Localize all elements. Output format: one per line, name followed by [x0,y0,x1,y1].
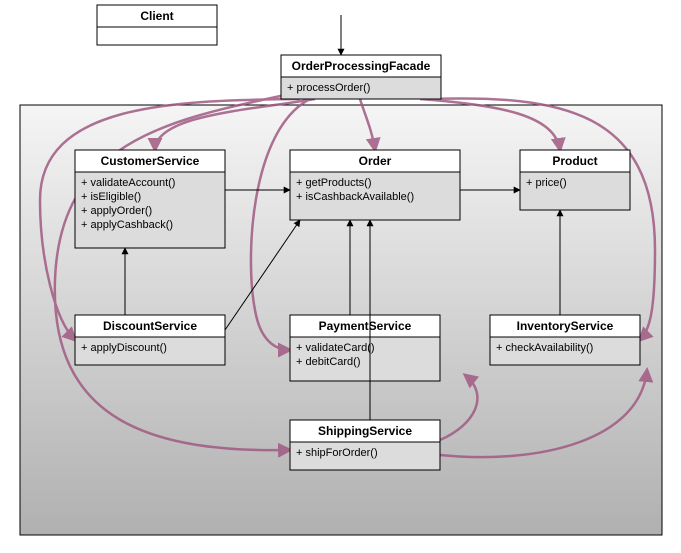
class-method: + isEligible() [81,191,141,203]
class-title: DiscountService [103,319,197,333]
class-method: + isCashbackAvailable() [296,191,414,203]
class-order: Order + getProducts() + isCashbackAvailabl… [290,150,460,220]
class-title: Client [140,9,173,23]
class-method: + validateAccount() [81,177,175,189]
class-title: ShippingService [318,424,412,438]
class-method: + debitCard() [296,356,361,368]
class-title: CustomerService [101,154,200,168]
class-title: InventoryService [517,319,614,333]
class-method: + validateCard() [296,342,375,354]
class-method: + checkAvailability() [496,342,593,354]
class-method: + price() [526,177,567,189]
class-method: + getProducts() [296,177,372,189]
class-method: + shipForOrder() [296,447,378,459]
class-client: Client [97,5,217,45]
class-inventory: InventoryService + checkAvailability() [490,315,640,365]
class-method: + applyCashback() [81,219,173,231]
class-customer: CustomerService + validateAccount() + isEl… [75,150,225,248]
class-method: + applyOrder() [81,205,152,217]
class-facade: OrderProcessingFacade + processOrder() [281,55,441,99]
class-discount: DiscountService + applyDiscount() [75,315,225,365]
class-title: OrderProcessingFacade [292,59,431,73]
class-payment: PaymentService + validateCard() + debitCar… [290,315,440,381]
class-title: Product [552,154,597,168]
uml-diagram: Client OrderProcessingFacade + processOrde… [0,0,681,553]
class-shipping: ShippingService + shipForOrder() [290,420,440,470]
class-title: PaymentService [319,319,412,333]
class-method: + processOrder() [287,82,370,94]
class-product: Product + price() [520,150,630,210]
class-method: + applyDiscount() [81,342,167,354]
class-title: Order [359,154,392,168]
